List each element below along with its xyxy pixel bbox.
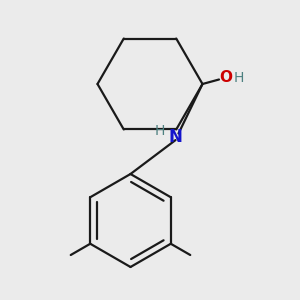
Text: O: O	[219, 70, 232, 85]
Text: H: H	[155, 124, 165, 138]
Text: H: H	[233, 71, 244, 85]
Text: N: N	[169, 128, 182, 146]
